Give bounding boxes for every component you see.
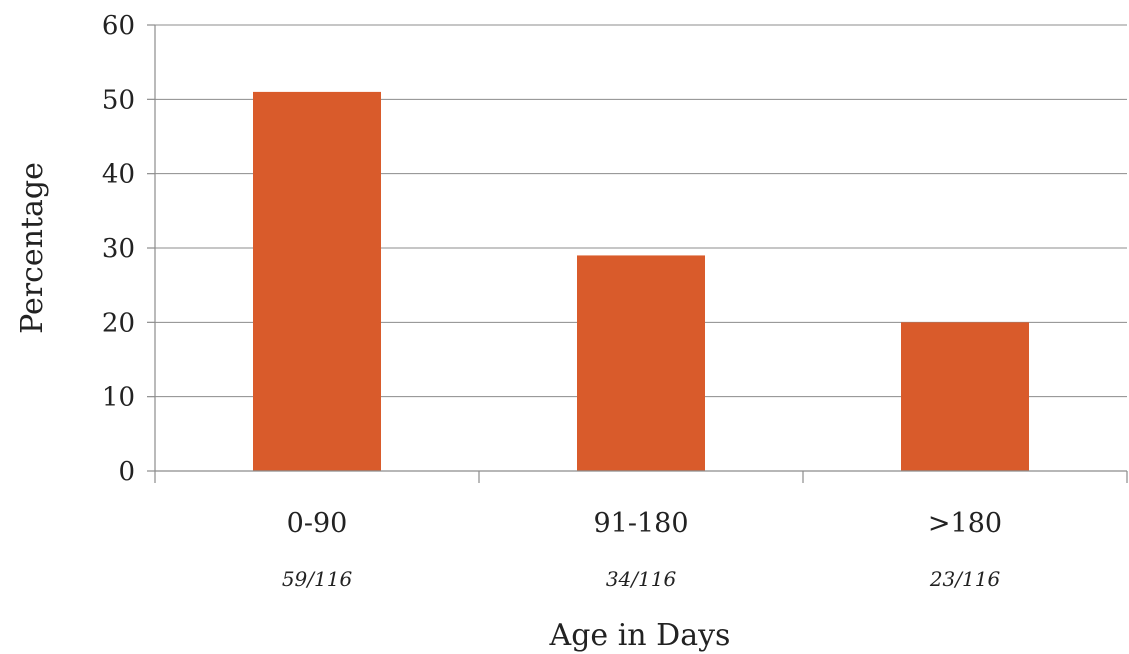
- x-sub-label: 34/116: [606, 567, 677, 591]
- x-tick-label: >180: [928, 508, 1002, 539]
- y-tick-label: 60: [102, 11, 135, 41]
- bar: [901, 322, 1029, 471]
- y-tick-label: 40: [102, 160, 135, 190]
- bar: [577, 255, 705, 471]
- y-tick-label: 30: [102, 234, 135, 264]
- axes: [147, 24, 1128, 483]
- y-tick-label: 10: [102, 383, 135, 413]
- x-sub-label: 59/116: [282, 567, 353, 591]
- x-tick-label: 91-180: [593, 508, 688, 539]
- bar: [253, 91, 381, 472]
- x-axis-title: Age in Days: [549, 618, 731, 653]
- y-tick-labels: 0 10 20 30 40 50 60: [102, 11, 135, 487]
- y-tick-label: 20: [102, 308, 135, 338]
- y-axis-title: Percentage: [15, 162, 50, 334]
- x-tick-label: 0-90: [287, 508, 348, 539]
- bars: [253, 91, 1029, 472]
- y-tick-label: 50: [102, 85, 135, 115]
- x-sub-label: 23/116: [929, 567, 1001, 591]
- y-tick-label: 0: [118, 457, 135, 487]
- x-tick-labels: 0-90 59/116 91-180 34/116 >180 23/116: [282, 508, 1002, 591]
